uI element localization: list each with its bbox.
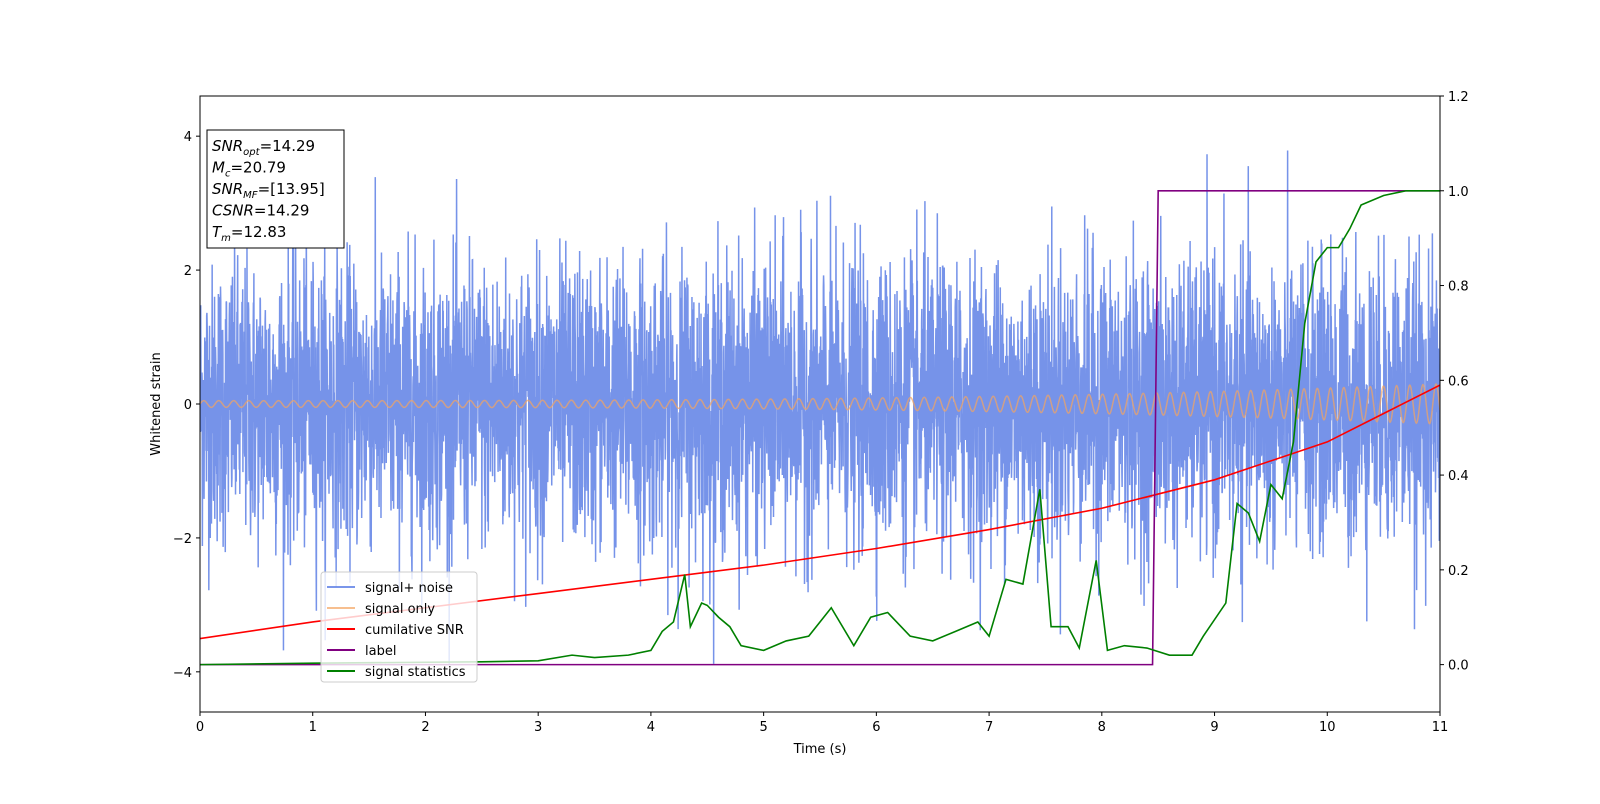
y-right-tick-label: 1.0 [1448, 185, 1469, 200]
y-right-tick-label: 0.0 [1448, 659, 1469, 674]
x-tick-label: 6 [872, 720, 880, 735]
x-tick-label: 4 [647, 720, 655, 735]
x-tick-label: 7 [985, 720, 993, 735]
series-signal-only [200, 383, 1440, 425]
ticks: 0 1 2 3 4 5 6 7 8 9 10 11 4 2 0 −2 −4 1.2 1.0 0.8 0.6 0.4 0.2 0… [173, 90, 1469, 735]
x-tick-label: 9 [1210, 720, 1218, 735]
x-tick-label: 10 [1319, 720, 1336, 735]
legend-label: cumilative SNR [365, 623, 464, 638]
legend: signal+ noise signal only cumilative SNR la… [320, 571, 478, 683]
info-line: SNRMF=[13.95] [212, 180, 325, 201]
y-left-tick-label: 2 [184, 264, 192, 279]
info-line: Mc=20.79 [212, 159, 286, 180]
info-box-frame [206, 129, 345, 249]
series-signal-noise [200, 150, 1440, 666]
y-left-tick-label: 0 [184, 398, 192, 413]
y-right-tick-label: 0.2 [1448, 564, 1469, 579]
y-left-tick-label: 4 [184, 130, 192, 145]
series-signal-statistics [200, 189, 1440, 666]
legend-label: signal only [365, 602, 435, 617]
x-tick-label: 11 [1432, 720, 1449, 735]
x-axis-label: Time (s) [793, 742, 847, 757]
info-line: CSNR=14.29 [212, 202, 309, 220]
legend-label: label [365, 644, 396, 659]
x-tick-label: 8 [1098, 720, 1106, 735]
y-right-tick-label: 0.4 [1448, 469, 1469, 484]
x-tick-label: 5 [759, 720, 767, 735]
y-left-tick-label: −2 [173, 532, 192, 547]
legend-label: signal+ noise [365, 581, 453, 596]
legend-label: signal statistics [365, 665, 466, 680]
x-tick-label: 3 [534, 720, 542, 735]
y-right-tick-label: 1.2 [1448, 90, 1469, 105]
info-box: SNRopt=14.29Mc=20.79SNRMF=[13.95]CSNR=14… [206, 129, 345, 249]
y-left-tick-label: −4 [173, 666, 192, 681]
legend-frame [320, 571, 478, 683]
y-axis-label: Whitened strain [149, 352, 164, 455]
info-line: SNRopt=14.29 [212, 137, 315, 158]
y-right-tick-label: 0.6 [1448, 374, 1469, 389]
y-right-tick-label: 0.8 [1448, 280, 1469, 295]
series-label [200, 189, 1440, 666]
info-line: Tm=12.83 [212, 223, 286, 244]
x-tick-label: 2 [421, 720, 429, 735]
x-tick-label: 0 [196, 720, 204, 735]
x-tick-label: 1 [309, 720, 317, 735]
